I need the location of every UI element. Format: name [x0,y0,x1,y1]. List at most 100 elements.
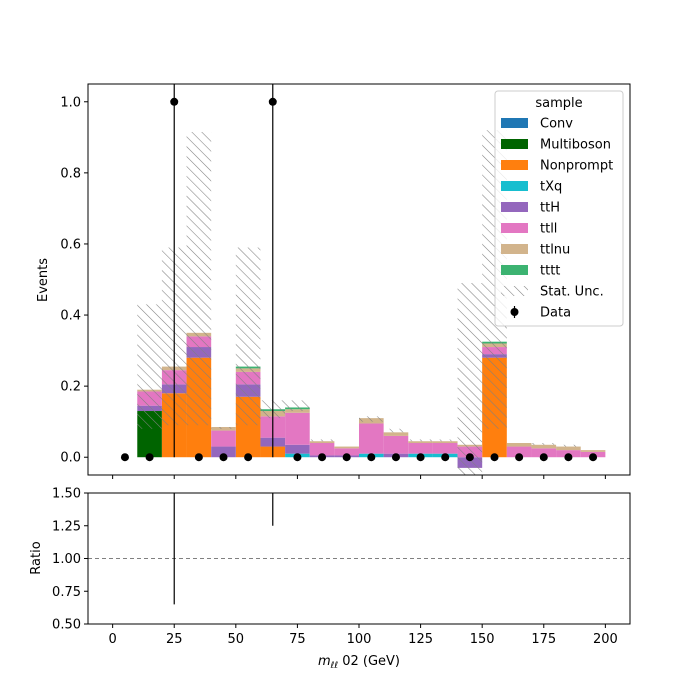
ratio-y-tick-label: 1.00 [52,552,81,567]
bar-ttll-bin-9 [334,448,359,456]
legend-items: Conv Multiboson Nonprompt tXq ttH ttll ttlnu tt… [501,117,613,321]
legend-label-nonprompt: Nonprompt [540,159,613,174]
ratio-y-tick-label: 1.25 [52,519,81,534]
data-point [465,453,474,462]
data-point [391,453,400,462]
main-y-tick-label: 0.6 [60,237,81,252]
bar-ttll-bin-7 [285,412,310,445]
legend-swatch-stat-unc- [501,286,528,296]
ratio-x-tick-label: 25 [166,632,183,647]
ratio-x-axis: 0 25 50 75 100 125 150 175 200 [108,624,618,647]
bar-ttlnu-bin-17 [531,444,557,449]
data-point [194,453,203,462]
legend-label-tttt: tttt [540,264,560,279]
bar-ttll-bin-13 [432,443,458,454]
ratio-x-tick-label: 0 [108,632,116,647]
ratio-x-tick-label: 50 [228,632,245,647]
main-y-tick-label: 0.0 [60,451,81,466]
ratio-x-tick-label: 125 [408,632,433,647]
stat-unc-bin-18 [556,444,581,447]
bar-ttll-bin-12 [408,443,433,454]
x-axis-label-subscript: ℓℓ [330,661,338,671]
ratio-y-axis: 0.50 0.75 1.00 1.25 1.50 [52,487,88,633]
legend-swatch-tth [501,202,528,212]
legend-label-stat-unc-: Stat. Unc. [540,285,604,300]
bar-ttlnu-bin-11 [383,432,409,436]
ratio-y-tick-label: 0.50 [52,618,81,633]
legend-swatch-multiboson [501,139,528,149]
main-y-axis: 0.0 0.2 0.4 0.6 0.8 1.0 [60,95,88,466]
ratio-y-axis-label: Ratio [29,541,44,574]
main-x-axis [112,475,606,479]
bar-ttlnu-bin-16 [506,443,532,447]
ratio-x-tick-label: 100 [347,632,372,647]
ratio-points [88,31,630,605]
bar-ttll-bin-4 [211,430,236,447]
stat-unc-bin-4 [211,427,236,429]
legend-swatch-conv [501,118,528,128]
bar-ttlnu-bin-12 [408,441,433,444]
bar-tth-bin-4 [211,446,236,458]
main-panel: 0.0 0.2 0.4 0.6 0.8 1.0 Events [36,83,631,479]
main-y-tick-label: 0.4 [60,309,81,324]
main-y-tick-label: 1.0 [60,95,81,110]
legend-swatch-txq [501,181,528,191]
data-point [490,453,499,462]
bar-ttlnu-bin-13 [432,441,458,444]
data-point [170,97,179,106]
ratio-y-tick-label: 0.75 [52,585,81,600]
bar-ttlnu-bin-18 [556,446,581,451]
main-y-axis-label: Events [36,258,51,302]
data-point [564,453,573,462]
bar-ttlnu-bin-8 [309,441,335,444]
data-point [268,97,277,106]
main-y-tick-label: 0.2 [60,380,81,395]
stat-unc-bin-1 [137,304,162,429]
legend-label-tth: ttH [540,201,560,216]
bar-ttll-bin-17 [531,448,557,458]
data-point [367,453,376,462]
stat-unc-bin-13 [432,439,458,442]
bar-ttll-bin-11 [383,435,409,454]
main-y-tick-label: 0.8 [60,166,81,181]
data-point [539,453,548,462]
ratio-x-tick-label: 200 [593,632,618,647]
legend-label-conv: Conv [540,117,573,132]
legend-swatch-ttlnu [501,244,528,254]
data-point [145,453,154,462]
legend-label-txq: tXq [540,180,562,195]
data-point [293,453,302,462]
bar-ttlnu-bin-19 [580,450,606,452]
bar-ttlnu-bin-9 [334,446,359,449]
bar-ttll-bin-8 [309,443,335,456]
ratio-point [170,31,178,39]
stat-unc-bin-11 [383,428,409,433]
ratio-plot-frame [87,492,631,625]
ratio-x-tick-label: 150 [470,632,495,647]
data-point [441,453,450,462]
legend-swatch-ttll [501,223,528,233]
ratio-y-tick-label: 1.50 [52,487,81,502]
stat-unc-bin-8 [309,439,335,442]
legend-title: sample [535,96,582,111]
legend-swatch-data [510,308,519,316]
stat-unc-bin-12 [408,439,433,442]
ratio-panel: 0.50 0.75 1.00 1.25 1.50 0 25 50 75 100 125 150 175… [29,31,631,671]
data-point [589,453,598,462]
stat-unc-bin-14 [457,283,483,475]
data-points [120,84,598,462]
stat-unc-bin-17 [531,443,557,445]
x-axis-label-rest: 02 (GeV) [338,654,400,669]
stat-unc-bin-5 [235,247,261,426]
stat-unc-bin-7 [285,400,310,412]
data-point [219,453,228,462]
legend-label-ttll: ttll [540,222,557,237]
ratio-x-tick-label: 75 [289,632,306,647]
bar-tth-bin-7 [285,444,310,454]
data-point [515,453,524,462]
data-point [416,453,425,462]
data-point [120,453,129,462]
data-point [244,453,253,462]
bar-ttll-bin-10 [359,423,384,454]
